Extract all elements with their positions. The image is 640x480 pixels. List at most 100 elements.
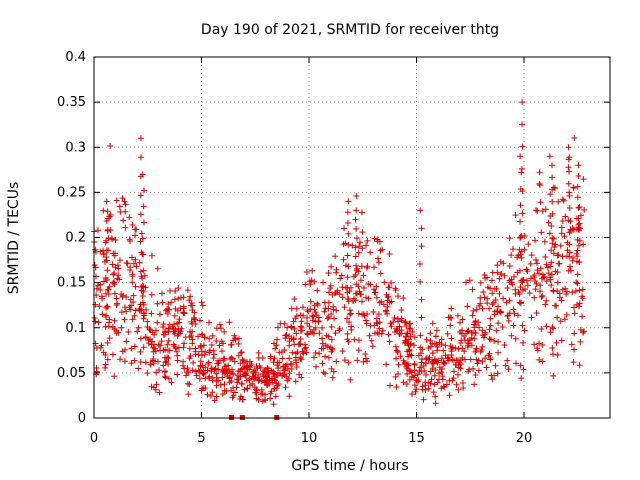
data-point [548,222,555,229]
data-point [288,305,295,312]
data-point [123,259,130,266]
data-point [282,384,289,391]
data-point [103,312,110,319]
data-point [411,382,418,389]
data-point [545,219,552,226]
data-point [537,282,544,289]
data-point [116,257,123,264]
data-point [209,332,216,339]
data-point [254,365,261,372]
data-point [383,361,390,368]
data-point [510,306,517,313]
data-point [363,317,370,324]
data-point [418,225,425,232]
data-point [209,377,216,384]
data-point [420,396,427,403]
data-point [292,357,299,364]
data-point [325,354,332,361]
data-point [103,198,110,205]
data-point [333,358,340,365]
data-point [425,344,432,351]
data-point [300,350,307,357]
data-point [549,324,556,331]
data-point [408,373,415,380]
data-point [566,192,573,199]
data-point [345,263,352,270]
data-point [517,251,524,258]
data-point [548,162,555,169]
data-point [565,156,572,163]
data-point [575,204,582,211]
data-point [580,329,587,336]
data-point [140,344,147,351]
data-point [235,376,242,383]
data-point [172,288,179,295]
data-point [137,135,144,142]
data-point [121,316,128,323]
data-point [457,329,464,336]
data-point [196,317,203,324]
data-point [512,286,519,293]
data-point [534,207,541,214]
data-point [551,244,558,251]
data-point [197,344,204,351]
data-point [106,316,113,323]
data-point [286,393,293,400]
data-point [132,256,139,263]
data-point [538,229,545,236]
data-point [543,297,550,304]
data-point [548,271,555,278]
data-point [473,306,480,313]
data-point [517,218,524,225]
data-point [312,349,319,356]
data-point [469,286,476,293]
data-point [519,143,526,150]
data-point [576,300,583,307]
data-point [537,288,544,295]
data-point [132,226,139,233]
data-point [331,315,338,322]
data-point [503,299,510,306]
data-point [516,290,523,297]
data-point [182,334,189,341]
data-point [180,294,187,301]
x-tick-label: 0 [90,431,98,446]
data-point [270,401,277,408]
data-point [369,343,376,350]
data-point [312,309,319,316]
data-point [339,284,346,291]
data-point [154,319,161,326]
data-point [392,286,399,293]
data-point [103,247,110,254]
data-point [512,335,519,342]
data-point [285,365,292,372]
data-point [355,243,362,250]
data-point [555,198,562,205]
data-point [549,210,556,217]
data-point [139,235,146,242]
data-point [537,182,544,189]
data-point [137,358,144,365]
data-point [446,377,453,384]
data-point [293,330,300,337]
data-point [419,383,426,390]
data-point [483,364,490,371]
data-point [536,340,543,347]
data-point [140,315,147,322]
data-point [161,331,168,338]
data-point [328,336,335,343]
data-point [199,332,206,339]
data-point [339,348,346,355]
data-point [113,301,120,308]
data-point [519,121,526,128]
data-point [123,338,130,345]
data-point [181,365,188,372]
data-point [527,260,534,267]
data-point [521,327,528,334]
data-point [570,359,577,366]
data-point [478,346,485,353]
data-point [259,354,266,361]
data-point [379,327,386,334]
data-point [221,387,228,394]
data-point [499,324,506,331]
